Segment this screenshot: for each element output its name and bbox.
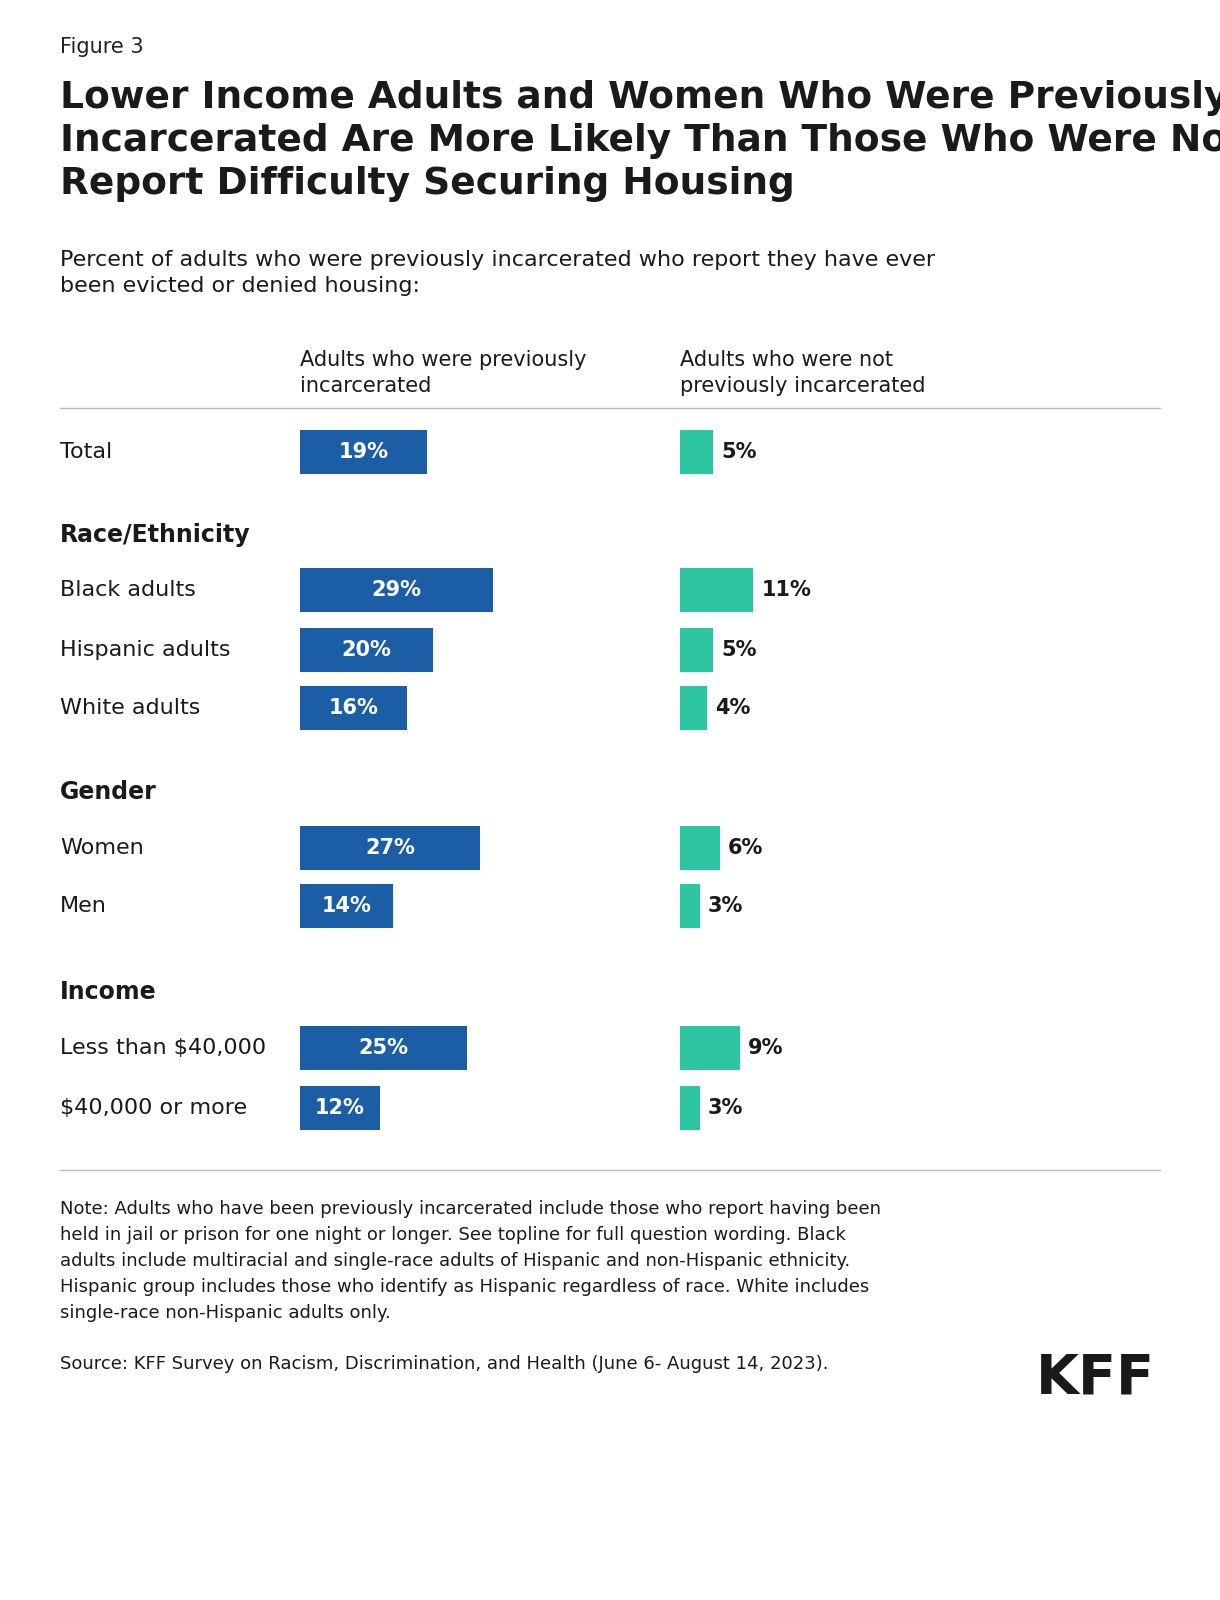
Text: Note: Adults who have been previously incarcerated include those who report havi: Note: Adults who have been previously in…	[60, 1200, 881, 1218]
Bar	[300, 686, 406, 730]
Text: Hispanic group includes those who identify as Hispanic regardless of race. White: Hispanic group includes those who identi…	[60, 1278, 869, 1296]
Text: 5%: 5%	[721, 640, 756, 659]
Text: 16%: 16%	[328, 698, 378, 718]
Text: 6%: 6%	[728, 838, 764, 858]
Bar	[680, 826, 720, 870]
Text: Adults who were previously
incarcerated: Adults who were previously incarcerated	[300, 350, 587, 395]
Bar	[300, 826, 479, 870]
Text: 11%: 11%	[761, 579, 811, 600]
Text: KFF: KFF	[1036, 1352, 1155, 1406]
Text: 27%: 27%	[365, 838, 415, 858]
Text: White adults: White adults	[60, 698, 200, 718]
Text: adults include multiracial and single-race adults of Hispanic and non-Hispanic e: adults include multiracial and single-ra…	[60, 1251, 850, 1270]
Text: 3%: 3%	[708, 896, 743, 915]
Text: $40,000 or more: $40,000 or more	[60, 1098, 248, 1118]
Text: Less than $40,000: Less than $40,000	[60, 1038, 266, 1058]
Text: Total: Total	[60, 442, 112, 462]
Bar	[680, 430, 714, 474]
Text: held in jail or prison for one night or longer. See topline for full question wo: held in jail or prison for one night or …	[60, 1226, 845, 1245]
Text: Gender: Gender	[60, 781, 156, 803]
Bar	[300, 430, 427, 474]
Bar	[680, 1026, 741, 1070]
Text: 12%: 12%	[315, 1098, 365, 1118]
Text: 19%: 19%	[338, 442, 388, 462]
Text: Income: Income	[60, 979, 156, 1005]
Text: Percent of adults who were previously incarcerated who report they have ever
bee: Percent of adults who were previously in…	[60, 250, 935, 296]
Text: 3%: 3%	[708, 1098, 743, 1118]
Text: 20%: 20%	[342, 640, 392, 659]
Text: Lower Income Adults and Women Who Were Previously
Incarcerated Are More Likely T: Lower Income Adults and Women Who Were P…	[60, 80, 1220, 202]
Text: 5%: 5%	[721, 442, 756, 462]
Text: 25%: 25%	[359, 1038, 409, 1058]
Bar	[680, 1086, 700, 1130]
Text: 14%: 14%	[322, 896, 372, 915]
Bar	[680, 686, 706, 730]
Text: Women: Women	[60, 838, 144, 858]
Text: Adults who were not
previously incarcerated: Adults who were not previously incarcera…	[680, 350, 926, 395]
Bar	[680, 883, 700, 928]
Bar	[300, 568, 493, 611]
Text: 4%: 4%	[715, 698, 750, 718]
Bar	[300, 883, 393, 928]
Text: Men: Men	[60, 896, 107, 915]
Text: 9%: 9%	[748, 1038, 783, 1058]
Bar	[300, 627, 433, 672]
Bar	[680, 568, 753, 611]
Text: 29%: 29%	[372, 579, 422, 600]
Text: Hispanic adults: Hispanic adults	[60, 640, 231, 659]
Text: single-race non-Hispanic adults only.: single-race non-Hispanic adults only.	[60, 1304, 390, 1322]
Text: Figure 3: Figure 3	[60, 37, 144, 58]
Text: Race/Ethnicity: Race/Ethnicity	[60, 523, 250, 547]
Bar	[680, 627, 714, 672]
Text: Black adults: Black adults	[60, 579, 196, 600]
Text: Source: KFF Survey on Racism, Discrimination, and Health (June 6- August 14, 202: Source: KFF Survey on Racism, Discrimina…	[60, 1355, 828, 1373]
Bar	[300, 1026, 467, 1070]
Bar	[300, 1086, 379, 1130]
